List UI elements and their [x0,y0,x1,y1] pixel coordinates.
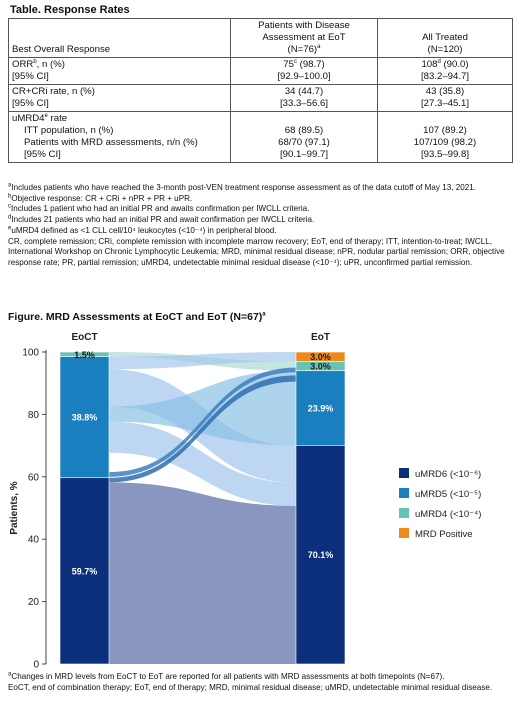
response-rates-table: Best Overall Response Patients with Dise… [8,18,513,163]
bar-eot-segment-3 [295,351,346,362]
data-label-eot-2: 3.0% [310,362,331,372]
category-label-eoct: EoCT [71,332,97,343]
legend-swatch-2 [399,508,409,518]
footnote-d: dIncludes 21 patients who had an initial… [8,214,315,225]
y-tick-label: 100 [22,348,39,359]
y-tick-label: 0 [33,660,39,671]
table-footnotes: aIncludes patients who have reached the … [8,182,516,269]
y-axis-label: Patients, % [9,481,20,534]
bar-eot-segment-1 [295,370,346,446]
cr-eot-cell: 34 (44.7) [33.3–56.6] [230,84,378,112]
table-row-umrd: uMRD4e rate ITT population, n (%) Patien… [8,111,513,163]
flow-umrd6-to-umrd6 [109,482,296,664]
umrd-label-cell: uMRD4e rate ITT population, n (%) Patien… [8,111,231,163]
umrd-eot-cell: 68 (89.5) 68/70 (97.1) [90.1–99.7] [230,111,378,163]
header-best-overall-response: Best Overall Response [8,18,231,58]
bar-eoct-segment-0 [59,477,110,665]
header-eot-patients: Patients with Disease Assessment at EoT … [230,18,378,58]
bar-eoct-segment-2 [59,351,110,357]
footnote-e: euMRD4 defined as <1 CLL cell/10⁴ leukoc… [8,225,277,235]
legend-label-1: uMRD5 (<10⁻⁵) [415,489,481,500]
legend-label-3: MRD Positive [415,529,473,540]
footnote-a: aIncludes patients who have reached the … [8,182,476,192]
data-label-eoct-0: 59.7% [72,566,98,576]
legend-swatch-1 [399,488,409,498]
cr-all-cell: 43 (35.8) [27.3–45.1] [377,84,513,112]
flow-umrd5-to-mrd-positive [109,352,296,370]
flow-umrd5-to-umrd6-lower [109,421,296,506]
header-all-treated: All Treated (N=120) [377,18,513,58]
table-row-cr: CR+CRi rate, n (%) [95% CI] 34 (44.7) [3… [8,84,513,112]
table-row-orr: ORRb, n (%) [95% CI] 75c (98.7) [92.9–10… [8,57,513,85]
y-tick-label: 20 [28,597,40,608]
y-tick-label: 40 [28,535,40,546]
bar-eoct-segment-1 [59,356,110,479]
figure-footnotes: aChanges in MRD levels from EoCT to EoT … [8,671,518,693]
footnote-c: cIncludes 1 patient who had an initial P… [8,203,310,214]
category-label-eot: EoT [311,332,330,343]
table-title: Table. Response Rates [10,4,130,16]
flow-umrd5-to-umrd4 [109,367,296,477]
data-label-eoct-2: 1.5% [74,350,95,360]
y-tick-label: 60 [28,472,40,483]
y-tick-label: 80 [28,410,40,421]
table-header-row: Best Overall Response Patients with Dise… [8,18,513,58]
legend-label-0: uMRD6 (<10⁻⁶) [415,469,481,480]
legend-swatch-3 [399,528,409,538]
data-label-eot-1: 23.9% [308,404,334,414]
legend-label-2: uMRD4 (<10⁻⁴) [415,509,481,520]
figure-title: Figure. MRD Assessments at EoCT and EoT … [8,311,266,323]
mrd-chart: 0 20 40 60 80 100 Patients, % EoCT EoT 59.7% 38.8%… [9,332,481,671]
cr-label-cell: CR+CRi rate, n (%) [95% CI] [8,84,231,112]
umrd-all-cell: 107 (89.2) 107/109 (98.2) [93.5–99.8] [377,111,513,163]
legend-swatch-0 [399,468,409,478]
bar-eot-segment-0 [295,444,346,665]
data-label-eot-3: 3.0% [310,352,331,362]
orr-all-cell: 108d (90.0) [83.2–94.7] [377,57,513,85]
footnote-b: bObjective response: CR + CRi + nPR + PR… [8,193,193,203]
data-label-eoct-1: 38.8% [72,413,98,423]
orr-eot-cell: 75c (98.7) [92.9–100.0] [230,57,378,85]
figure-abbreviations: EoCT, end of combination therapy; EoT, e… [8,682,493,692]
figure-footnote-a: aChanges in MRD levels from EoCT to EoT … [8,671,445,681]
data-label-eot-0: 70.1% [308,550,334,560]
table-abbreviations: CR, complete remission; CRi, complete re… [8,236,505,267]
orr-label-cell: ORRb, n (%) [95% CI] [8,57,231,85]
flow-umrd6-to-umrd5 [109,375,296,483]
